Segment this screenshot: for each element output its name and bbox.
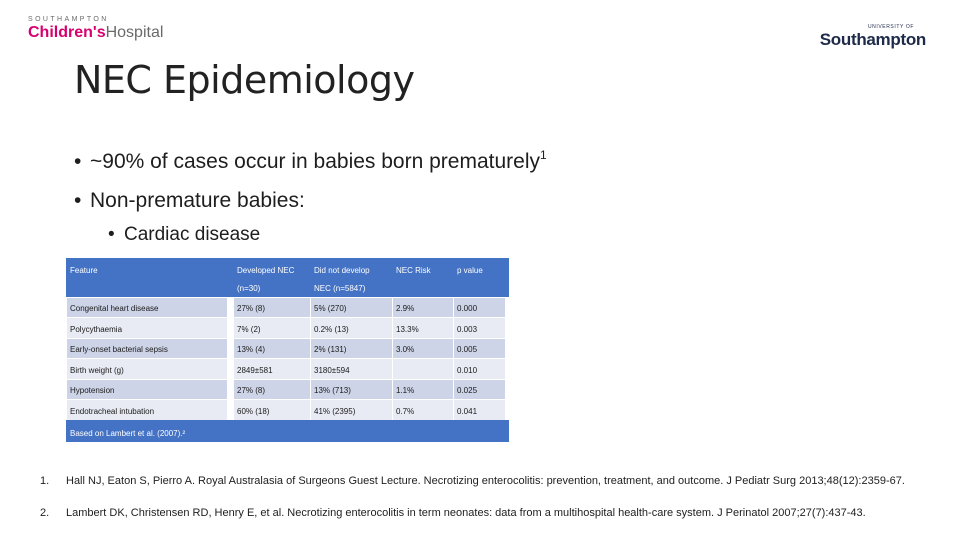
bullet-1: • ~90% of cases occur in babies born prem…: [74, 148, 547, 174]
table-header-cell: Did not develop: [314, 266, 370, 275]
table-cell: Hypotension: [70, 386, 115, 395]
table-cell-bg: [392, 400, 453, 420]
table-cell-bg: [233, 338, 310, 358]
table-cell: 60% (18): [237, 406, 270, 416]
bullet-2-text: Non-premature babies:: [90, 189, 305, 212]
sub-bullet: • Cardiac disease: [108, 224, 260, 246]
table-cell: 3.0%: [396, 345, 415, 354]
bullet-1-text: ~90% of cases occur in babies born prema…: [90, 150, 540, 173]
bullet-1-citation: 1: [540, 148, 547, 162]
reference-2-number: 2.: [40, 507, 50, 519]
table-cell-bg: [66, 400, 227, 420]
table-header-cell: Feature: [70, 266, 98, 275]
logo-right-small-text: UNIVERSITY OF: [867, 24, 914, 30]
table-cell-bg: [453, 338, 505, 358]
table-cell: Congenital heart disease: [70, 304, 159, 313]
table-cell: 13% (4): [237, 345, 266, 354]
logo-left-part1: Children's: [28, 24, 106, 41]
bullet-2: • Non-premature babies:: [74, 189, 305, 213]
table-cell-bg: [233, 297, 310, 317]
table-cell-bg: [66, 318, 227, 338]
logo-left-big-text: Children'sHospital: [28, 24, 163, 42]
table-cell-bg: [233, 400, 310, 420]
table-cell-bg: [453, 379, 505, 399]
table-cell-bg: [66, 297, 227, 317]
table-cell-bg: [453, 400, 505, 420]
table-cell: Early-onset bacterial sepsis: [70, 345, 168, 354]
reference-2-text: Lambert DK, Christensen RD, Henry E, et …: [66, 507, 866, 519]
table-cell: 0.7%: [396, 406, 415, 416]
table-cell-bg: [453, 359, 505, 379]
table-header-cell: NEC (n=5847): [314, 284, 366, 293]
table-cell: 2849±581: [237, 365, 273, 375]
table-footer-bg: [66, 420, 509, 442]
table-cell-bg: [392, 297, 453, 317]
table-cell-bg: [310, 400, 392, 420]
table-header-cell: p value: [457, 266, 483, 275]
table-cell: 0.005: [457, 345, 478, 354]
table-cell: 27% (8): [237, 304, 266, 313]
table-cell: 41% (2395): [314, 406, 356, 416]
logo-left-small-text: SOUTHAMPTON: [28, 16, 109, 23]
table-cell: 0.000: [457, 304, 478, 313]
table-cell-bg: [392, 359, 453, 379]
bullet-dot-icon: •: [74, 150, 82, 173]
table-header-cell: (n=30): [237, 284, 261, 293]
table-cell-bg: [66, 379, 227, 399]
table-cell: 3180±594: [314, 365, 350, 375]
childrens-hospital-logo: SOUTHAMPTON Children'sHospital: [28, 16, 163, 42]
table-header-cell: Developed NEC: [237, 266, 295, 275]
table-cell: 2% (131): [314, 345, 347, 354]
table-cell: 27% (8): [237, 386, 266, 395]
table-cell-bg: [66, 338, 227, 358]
table-cell-bg: [310, 318, 392, 338]
table-cell-bg: [66, 359, 227, 379]
table-cell-bg: [453, 318, 505, 338]
table-cell: 0.2% (13): [314, 324, 349, 334]
table-cell-bg: [310, 338, 392, 358]
table-cell-bg: [453, 297, 505, 317]
reference-1-text: Hall NJ, Eaton S, Pierro A. Royal Austra…: [66, 475, 905, 487]
reference-1-number: 1.: [40, 475, 50, 487]
sub-bullet-text: Cardiac disease: [124, 224, 261, 245]
table-cell-bg: [233, 318, 310, 338]
table-cell-bg: [392, 379, 453, 399]
table-cell: 13% (713): [314, 386, 351, 395]
table-cell: Polycythaemia: [70, 324, 123, 334]
logo-right-big-text: Southampton: [819, 30, 927, 49]
table-cell-bg: [310, 359, 392, 379]
bullet-dot-icon: •: [74, 189, 82, 212]
table-cell: 1.1%: [396, 386, 415, 395]
table-cell: 0.003: [457, 324, 478, 334]
table-cell: Endotracheal intubation: [70, 406, 155, 416]
slide-title: NEC Epidemiology: [74, 58, 415, 102]
table-cell: 7% (2): [237, 324, 261, 334]
table-cell: 5% (270): [314, 304, 347, 313]
table-header-cell: NEC Risk: [396, 266, 431, 275]
table-cell: 0.041: [457, 406, 478, 416]
bullet-dot-icon: •: [108, 224, 115, 245]
table-cell-bg: [310, 297, 392, 317]
university-logo: UNIVERSITY OF Southampton: [819, 24, 927, 50]
table-cell: 2.9%: [396, 304, 415, 313]
table-cell: 0.025: [457, 386, 478, 395]
table-cell-bg: [310, 379, 392, 399]
table-cell: 0.010: [457, 365, 478, 375]
table-cell-bg: [392, 338, 453, 358]
table-cell-bg: [392, 318, 453, 338]
table-cell: 13.3%: [396, 324, 419, 334]
table-header-bg: [66, 258, 509, 297]
table-cell-bg: [233, 359, 310, 379]
table-cell-bg: [233, 379, 310, 399]
nec-risk-table: Feature Developed NEC Did not develop NEC R…: [66, 258, 509, 443]
table-footer-text: Based on Lambert et al. (2007).²: [70, 429, 186, 438]
logo-left-part2: Hospital: [105, 24, 164, 41]
table-cell: Birth weight (g): [70, 365, 124, 375]
